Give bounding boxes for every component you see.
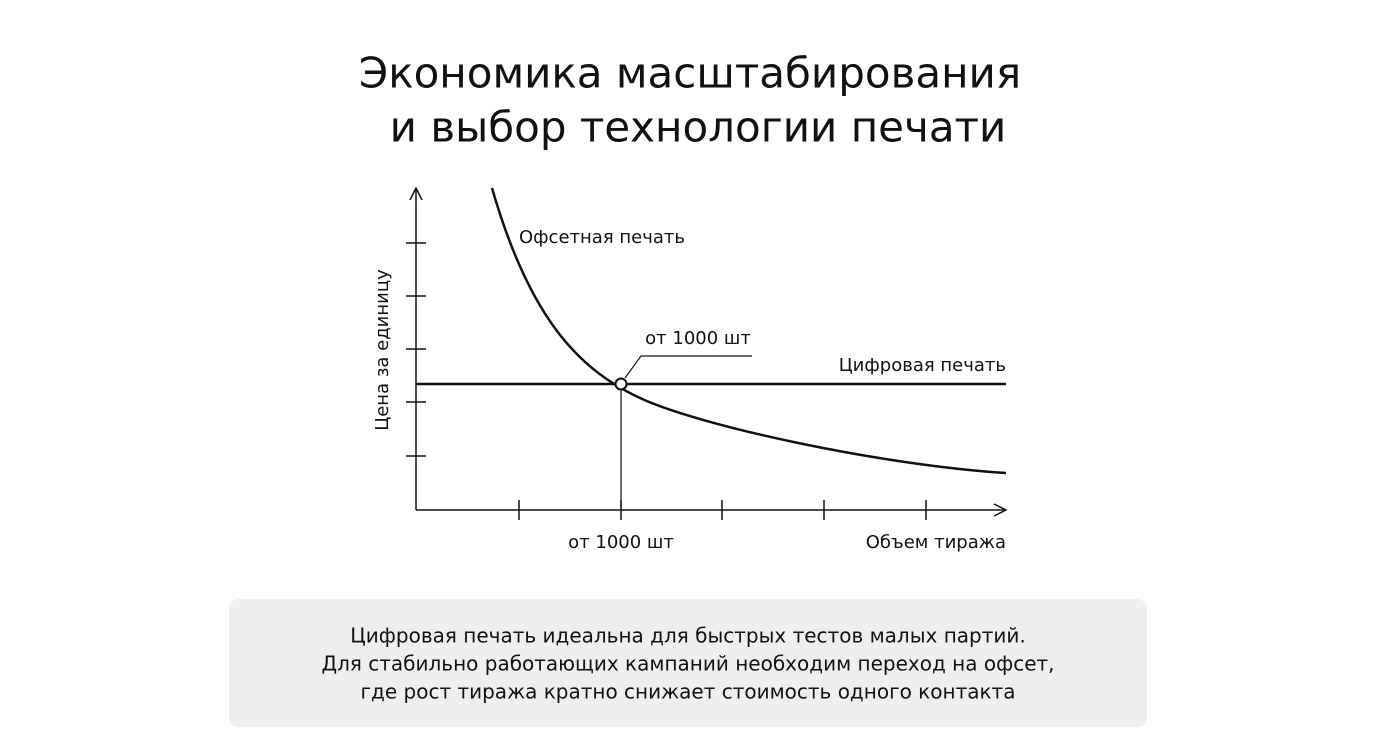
y-arrow <box>409 186 423 201</box>
note-line: Цифровая печать идеальна для быстрых тес… <box>350 624 1025 648</box>
offset-curve <box>490 187 1007 475</box>
note-line: где рост тиража кратно снижает стоимость… <box>361 680 1016 704</box>
note-line: Для стабильно работающих кампаний необхо… <box>321 652 1054 676</box>
leader <box>624 355 752 379</box>
title-line: и выбор технологии печати <box>390 103 1007 152</box>
offset-label: Офсетная печать <box>519 227 685 248</box>
chart: от 1000 шт Офсетная печать Цифровая печа… <box>372 186 1008 553</box>
y-label: Цена за единицу <box>372 269 393 431</box>
point-label: от 1000 шт <box>645 328 751 349</box>
intersection <box>614 377 628 391</box>
y-ticks <box>406 242 426 457</box>
digital-label: Цифровая печать <box>839 355 1006 376</box>
note-box <box>229 599 1147 727</box>
title-line: Экономика масштабирования <box>359 49 1021 98</box>
x-arrow <box>993 503 1008 517</box>
x-marker-label: от 1000 шт <box>568 532 674 553</box>
x-label: Объем тиража <box>866 532 1006 553</box>
